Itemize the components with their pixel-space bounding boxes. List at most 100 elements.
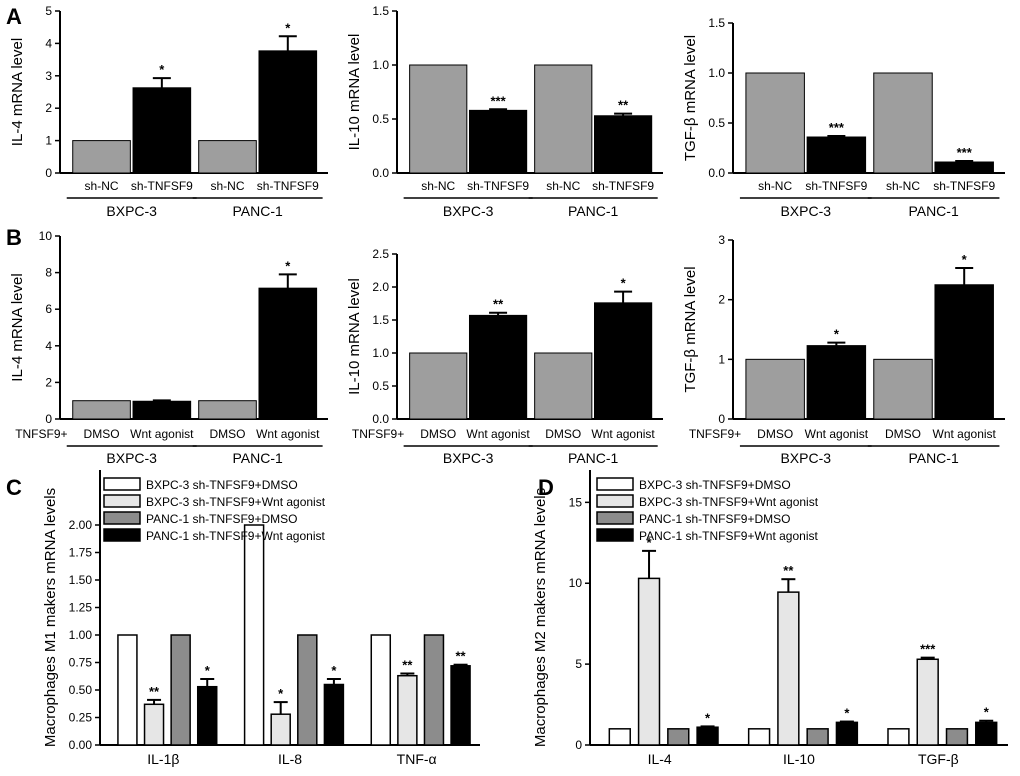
x-category-label: DMSO [757, 427, 793, 441]
bar-C-0-1 [143, 703, 165, 746]
group-label: BXPC-3 [106, 450, 157, 466]
x-category-label: IL-1β [147, 751, 179, 767]
y-tick-label: 15 [569, 495, 583, 509]
bar-C-2-2 [423, 634, 445, 746]
legend-swatch [103, 494, 141, 508]
y-tick-label: 3 [45, 69, 52, 83]
legend-label: BXPC-3 sh-TNFSF9+Wnt agonist [146, 495, 326, 509]
bar-C-2-0 [370, 634, 392, 746]
y-tick-label: 1.75 [69, 546, 93, 560]
bar-A1-2 [198, 140, 257, 174]
significance-mark: * [705, 710, 711, 725]
significance-mark: * [285, 258, 291, 273]
chart-A1: IL-4 mRNA level 0 1 2 3 4 5 sh-NC * sh-TNFSF9 sh-N… [9, 4, 328, 219]
bar-D-1-2 [806, 728, 829, 746]
x-prefix-label: TNFSF9+ [352, 427, 404, 441]
x-category-label: DMSO [84, 427, 120, 441]
y-tick-label: 2.0 [372, 280, 389, 294]
y-tick-label: 0.25 [69, 711, 93, 725]
group-label: PANC-1 [908, 450, 959, 466]
x-category-label: DMSO [210, 427, 246, 441]
bar-C-1-0 [243, 524, 265, 746]
y-axis-title: IL-4 mRNA level [9, 38, 26, 146]
bar-C-1-3 [323, 683, 345, 746]
significance-mark: ** [783, 563, 794, 578]
y-axis-title: IL-10 mRNA level [346, 278, 363, 395]
panel-label-B: B [6, 225, 22, 250]
bar-D-2-0 [887, 728, 910, 746]
x-category-label: TGF-β [918, 751, 959, 767]
group-label: BXPC-3 [106, 203, 157, 219]
legend-swatch [103, 528, 141, 542]
y-tick-label: 0.75 [69, 656, 93, 670]
bar-D-0-2 [667, 728, 690, 746]
x-category-label: DMSO [420, 427, 456, 441]
y-tick-label: 1.5 [372, 313, 389, 327]
significance-mark: * [621, 276, 627, 291]
bar-C-0-0 [117, 634, 138, 746]
x-category-label: sh-NC [85, 179, 119, 193]
panel-label-D: D [538, 475, 554, 500]
bar-D-2-3 [975, 721, 998, 746]
significance-mark: *** [829, 120, 845, 135]
group-label: PANC-1 [232, 450, 283, 466]
legend-swatch [596, 477, 634, 491]
legend-label: BXPC-3 sh-TNFSF9+DMSO [639, 478, 791, 492]
y-axis-title: TGF-β mRNA level [682, 266, 699, 392]
bar-A3-3 [934, 161, 994, 174]
legend-swatch [596, 511, 634, 525]
x-category-label: Wnt agonist [130, 427, 194, 441]
y-tick-label: 1.5 [708, 16, 725, 30]
legend-swatch [596, 494, 634, 508]
y-axis-title: IL-4 mRNA level [9, 273, 26, 381]
bar-A2-3 [594, 115, 653, 174]
x-category-label: Wnt agonist [591, 427, 655, 441]
y-tick-label: 1.25 [69, 601, 93, 615]
group-label: PANC-1 [232, 203, 283, 219]
bar-C-0-2 [170, 634, 191, 746]
significance-mark: ** [149, 684, 160, 699]
significance-mark: * [285, 20, 291, 35]
significance-mark: * [278, 686, 284, 701]
group-label: BXPC-3 [780, 203, 831, 219]
bar-B2-2 [534, 352, 593, 420]
legend-label: BXPC-3 sh-TNFSF9+Wnt agonist [639, 495, 819, 509]
bar-B1-2 [198, 400, 257, 420]
legend-label: PANC-1 sh-TNFSF9+DMSO [146, 512, 297, 526]
bar-A3-1 [806, 136, 867, 174]
significance-mark: * [984, 705, 990, 720]
bar-A2-1 [468, 109, 528, 174]
bar-D-0-3 [696, 726, 719, 746]
y-tick-label: 10 [569, 576, 583, 590]
bar-B3-2 [873, 358, 933, 420]
y-tick-label: 2 [45, 101, 52, 115]
bar-D-1-3 [835, 721, 859, 746]
legend-swatch [103, 511, 141, 525]
y-tick-label: 0 [45, 412, 52, 426]
y-tick-label: 2.00 [69, 518, 93, 532]
x-category-label: Wnt agonist [805, 427, 869, 441]
y-tick-label: 4 [45, 339, 52, 353]
bar-D-0-0 [608, 728, 631, 746]
bar-B1-0 [72, 400, 131, 420]
significance-mark: * [962, 252, 968, 267]
bar-A1-3 [258, 50, 318, 174]
x-category-label: Wnt agonist [933, 427, 997, 441]
legend: BXPC-3 sh-TNFSF9+DMSO BXPC-3 sh-TNFSF9+Wn… [596, 477, 819, 543]
y-tick-label: 5 [45, 4, 52, 18]
group-label: PANC-1 [568, 203, 619, 219]
significance-mark: * [331, 663, 337, 678]
x-category-label: sh-TNFSF9 [933, 179, 995, 193]
chart-B2: IL-10 mRNA level0.00.51.01.52.02.5DMSO**… [346, 247, 663, 466]
chart-A2: IL-10 mRNA level 0.0 0.5 1.0 1.5 sh-NC *** sh-T… [346, 4, 663, 219]
legend-label: PANC-1 sh-TNFSF9+Wnt agonist [639, 529, 818, 543]
x-category-label: sh-NC [546, 179, 580, 193]
legend-label: BXPC-3 sh-TNFSF9+DMSO [146, 478, 298, 492]
y-axis-title: TGF-β mRNA level [682, 35, 699, 161]
group-label: BXPC-3 [780, 450, 831, 466]
group-label: PANC-1 [568, 450, 619, 466]
y-tick-label: 2.5 [372, 247, 389, 261]
bar-B2-3 [594, 302, 653, 420]
x-prefix-label: TNFSF9+ [15, 427, 67, 441]
